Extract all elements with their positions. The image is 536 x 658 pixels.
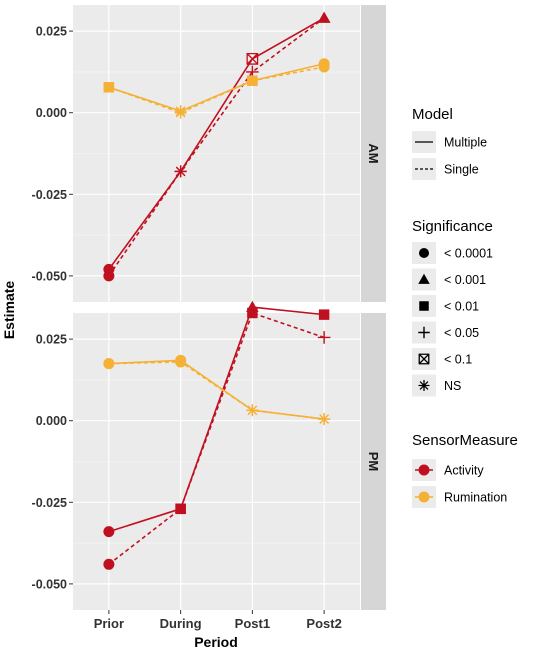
series-markers — [103, 11, 331, 282]
point-rumination-single-prior — [103, 358, 115, 370]
legend-shape-square — [419, 301, 429, 311]
legend-item-label: < 0.1 — [444, 353, 472, 367]
point-rumination-single-post1 — [246, 404, 259, 417]
point-activity-multiple-prior — [103, 526, 115, 538]
y-tick-label: 0.000 — [36, 414, 67, 428]
point-rumination-single-post2 — [318, 61, 330, 73]
facet-strip-label: AM — [366, 143, 381, 163]
series-line-activity-multiple — [108, 17, 325, 270]
point-activity-multiple-post2 — [318, 309, 330, 320]
y-tick-label: -0.025 — [32, 496, 67, 510]
x-axis-title: Period — [194, 634, 238, 650]
series-markers — [103, 300, 331, 570]
legend-key-box — [412, 158, 436, 180]
y-tick-label: 0.025 — [36, 25, 67, 39]
facet-strip — [361, 313, 386, 610]
series-lines — [108, 17, 325, 277]
legend-title: Significance — [412, 218, 493, 235]
series-lines — [108, 306, 325, 565]
legend-item-label: < 0.001 — [444, 273, 486, 287]
legend-area: Model Multiple Single Significance < 0.0001 <… — [412, 106, 518, 508]
panel-am: -0.050 -0.025 0.000 0.025 AM — [32, 5, 386, 302]
y-tick-label: -0.025 — [32, 188, 67, 202]
series-line-rumination-single — [108, 361, 325, 420]
legend-shape-boxx — [418, 353, 430, 365]
y-tick-label: 0.025 — [36, 333, 67, 347]
series-line-rumination-single — [108, 66, 325, 114]
y-tick-label: -0.050 — [32, 269, 67, 283]
point-activity-single-post2 — [317, 331, 331, 344]
legend-title: SensorMeasure — [412, 432, 518, 449]
point-activity-single-prior — [103, 558, 115, 570]
point-rumination-single-during — [174, 106, 187, 119]
x-tick-label: During — [160, 616, 202, 631]
series-line-activity-single — [108, 311, 325, 565]
point-activity-single-post1 — [247, 307, 258, 319]
point-activity-multiple-post1 — [246, 52, 259, 65]
series-line-activity-single — [108, 17, 325, 277]
y-tick-label: -0.050 — [32, 577, 67, 591]
legend-item-label: < 0.01 — [444, 300, 479, 314]
legend-item-label: NS — [444, 379, 461, 393]
point-rumination-single-during — [175, 356, 187, 368]
legend-shape-triangle — [418, 273, 430, 284]
legend-item-label: Single — [444, 163, 479, 177]
point-rumination-single-post1 — [247, 75, 258, 86]
legend-shape-plus — [418, 326, 430, 339]
panel-pm: -0.050 -0.025 0.000 0.025 PM — [32, 300, 386, 610]
x-tick-label: Prior — [94, 616, 124, 631]
legend-item-label: < 0.0001 — [444, 247, 493, 261]
point-activity-single-post2 — [317, 11, 331, 23]
legend-point-activity — [418, 464, 430, 476]
legend-item-label: Multiple — [444, 136, 487, 150]
facet-strip-label: PM — [366, 452, 381, 472]
y-tick-label: 0.000 — [36, 106, 67, 120]
legend-item-label: Rumination — [444, 491, 507, 505]
x-tick-label: Post2 — [306, 616, 341, 631]
point-activity-single-during — [175, 503, 186, 515]
facet-strip — [361, 5, 386, 302]
point-activity-single-during — [174, 165, 187, 178]
panels-layer: -0.050 -0.025 0.000 0.025 AM -0.050 -0.025 0.00… — [32, 5, 386, 631]
legend-title: Model — [412, 106, 453, 123]
legend-shape-asterisk — [418, 380, 430, 391]
legend-item-label: Activity — [444, 464, 484, 478]
legend-shape-circle — [419, 248, 429, 258]
point-rumination-single-prior — [103, 82, 115, 93]
legend-item-label: < 0.05 — [444, 326, 479, 340]
point-activity-single-prior — [103, 270, 115, 282]
point-rumination-single-post2 — [318, 413, 331, 426]
series-line-activity-multiple — [108, 306, 325, 533]
x-tick-label: Post1 — [235, 616, 270, 631]
legend-point-rumination — [418, 491, 430, 503]
y-axis-title: Estimate — [1, 281, 17, 340]
